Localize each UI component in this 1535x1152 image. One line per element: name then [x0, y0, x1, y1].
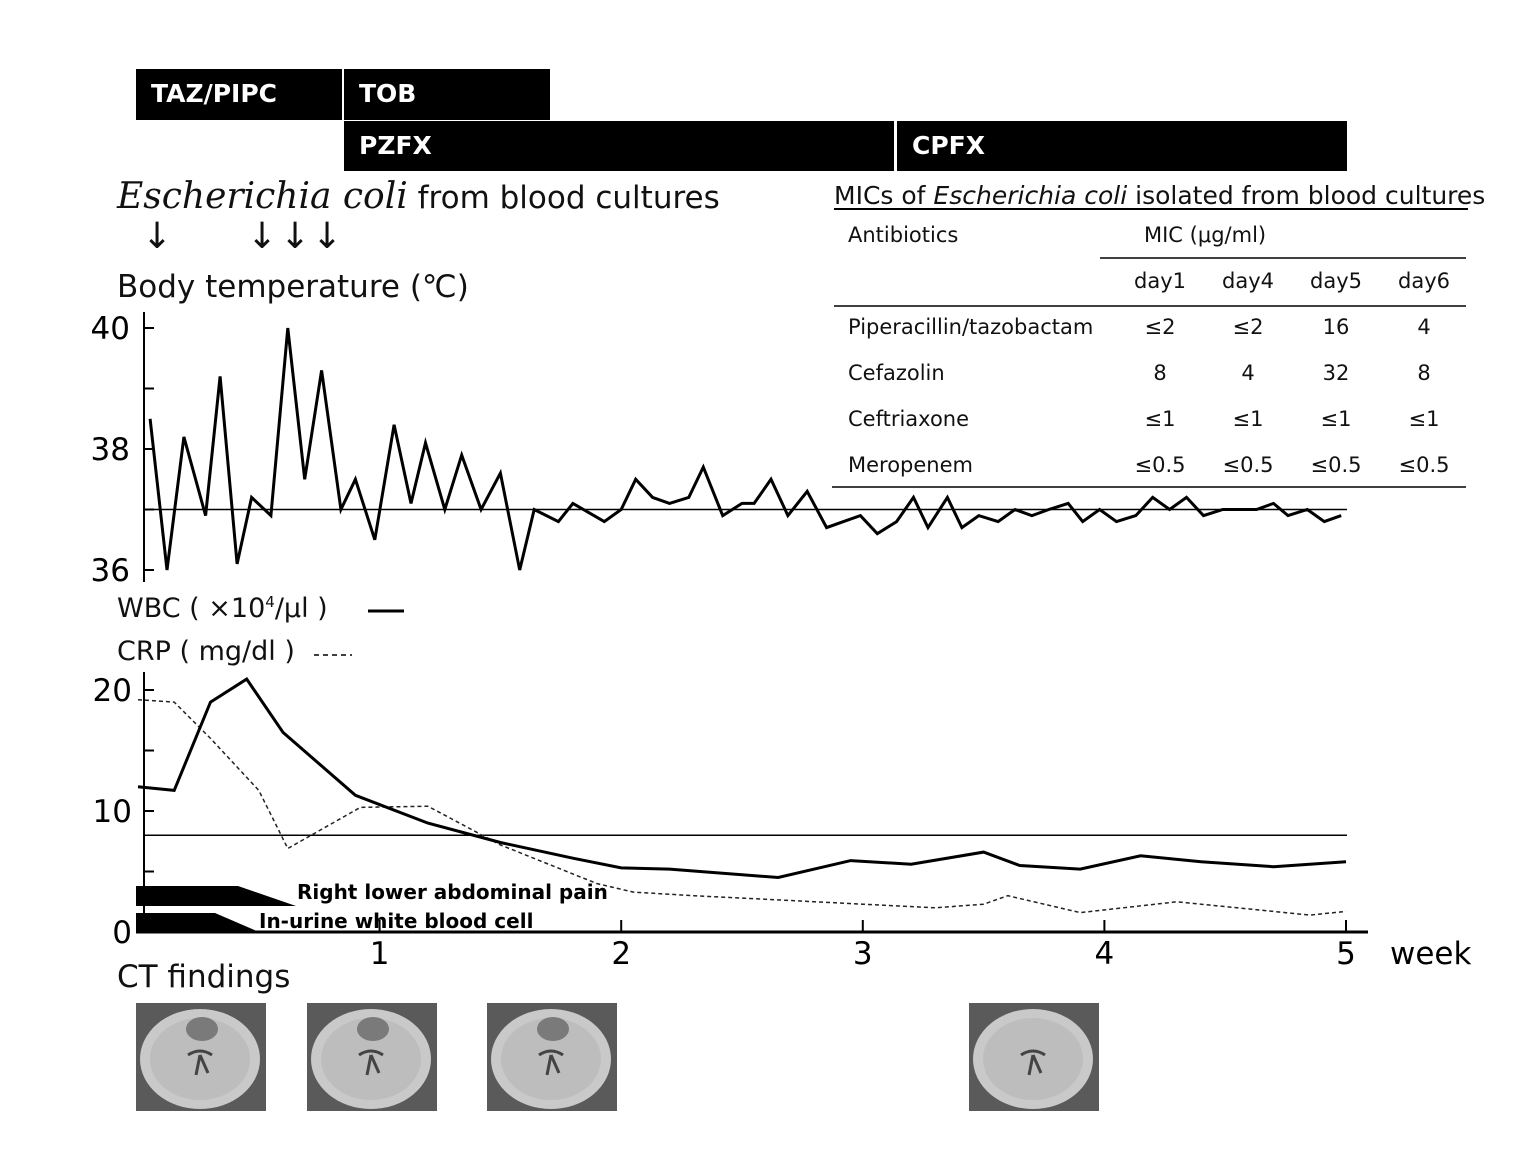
mic-table: Antibiotics MIC (μg/ml) day1 day4 day5 d… — [834, 212, 1468, 488]
culture-organism: Escherichia coli — [117, 176, 408, 217]
mic-day-header: day5 — [1310, 269, 1362, 293]
lab-y-tick-label: 0 — [112, 915, 132, 951]
mic-value: 8 — [1417, 361, 1431, 385]
table-row: Meropenem ≤0.5 ≤0.5 ≤0.5 ≤0.5 — [834, 442, 1468, 488]
mic-drug-name: Cefazolin — [848, 361, 945, 385]
mic-days-row: day1 day4 day5 day6 — [834, 258, 1468, 304]
mic-value: ≤0.5 — [1134, 453, 1186, 477]
wbc-label-sup: 4 — [265, 593, 275, 611]
ct-scan-image — [487, 1003, 617, 1111]
symptom-label-pain: Right lower abdominal pain — [297, 880, 608, 904]
therapy-bar-cpfx: CPFX — [897, 121, 1347, 171]
symptom-bar-urine — [136, 913, 259, 932]
mic-title-suffix: isolated from blood cultures — [1127, 181, 1486, 210]
culture-arrow-4: ↓ — [312, 216, 343, 257]
therapy-bar-tob: TOB — [344, 69, 550, 120]
mic-title-organism: Escherichia coli — [933, 181, 1128, 210]
mic-value: 4 — [1241, 361, 1255, 385]
mic-value: 8 — [1153, 361, 1167, 385]
wbc-legend-label: WBC ( ×104/μl ) — [117, 593, 328, 624]
culture-title: Escherichia coli from blood cultures — [117, 176, 720, 217]
mic-value: 32 — [1322, 361, 1350, 385]
x-tick-label: 5 — [1336, 936, 1356, 972]
symptom-bar-pain — [136, 886, 296, 906]
mic-header-row: Antibiotics MIC (μg/ml) — [834, 212, 1468, 258]
ct-scan-image — [969, 1003, 1099, 1111]
symptom-label-urine: In-urine white blood cell — [259, 909, 533, 933]
lab-y-tick-label: 10 — [93, 794, 132, 830]
culture-arrow-1: ↓ — [142, 216, 173, 257]
table-row: Piperacillin/tazobactam ≤2 ≤2 16 4 — [834, 304, 1468, 350]
mic-table-title: MICs of Escherichia coli isolated from b… — [834, 181, 1485, 210]
temp-y-tick-label: 36 — [91, 553, 130, 589]
crp-legend-label: CRP ( mg/dl ) — [117, 636, 295, 667]
culture-arrow-2: ↓ — [247, 216, 278, 257]
wbc-series-line — [137, 677, 1347, 880]
mic-col-antibiotics: Antibiotics — [848, 223, 959, 247]
wbc-label-prefix: WBC ( ×10 — [117, 593, 266, 624]
crp-series-line — [137, 698, 1347, 916]
x-tick-label: 2 — [611, 936, 631, 972]
mic-value: ≤0.5 — [1222, 453, 1274, 477]
culture-suffix: from blood cultures — [407, 180, 720, 216]
mic-drug-name: Piperacillin/tazobactam — [848, 315, 1094, 339]
lab-y-tick-label: 20 — [93, 673, 132, 709]
therapy-bar-taz-pipc: TAZ/PIPC — [136, 69, 342, 120]
temp-series-line — [148, 327, 1342, 571]
mic-day-header: day1 — [1134, 269, 1186, 293]
ct-scan-sketch — [969, 1003, 1099, 1111]
temp-y-tick-label: 38 — [91, 432, 130, 468]
ct-scan-image — [136, 1003, 266, 1111]
ct-findings-label: CT findings — [117, 959, 291, 995]
temp-axis-title: Body temperature (℃) — [117, 269, 469, 305]
ct-scan-sketch — [307, 1003, 437, 1111]
x-tick-label: 1 — [370, 936, 390, 972]
mic-value: ≤0.5 — [1398, 453, 1450, 477]
x-axis-title: week — [1390, 936, 1471, 972]
table-row: Cefazolin 8 4 32 8 — [834, 350, 1468, 396]
therapy-bar-pzfx: PZFX — [344, 121, 894, 171]
mic-value: ≤2 — [1232, 315, 1264, 339]
mic-day-header: day6 — [1398, 269, 1450, 293]
mic-value: 4 — [1417, 315, 1431, 339]
wbc-label-suffix: /μl ) — [274, 593, 328, 624]
mic-table-rules — [832, 208, 1468, 488]
mic-drug-name: Meropenem — [848, 453, 973, 477]
mic-drug-name: Ceftriaxone — [848, 407, 970, 431]
culture-arrow-3: ↓ — [280, 216, 311, 257]
mic-value: ≤0.5 — [1310, 453, 1362, 477]
mic-value: ≤1 — [1232, 407, 1264, 431]
ct-scan-sketch — [487, 1003, 617, 1111]
mic-col-mic: MIC (μg/ml) — [1144, 223, 1267, 247]
mic-value: 16 — [1322, 315, 1350, 339]
ct-scan-sketch — [136, 1003, 266, 1111]
mic-day-header: day4 — [1222, 269, 1274, 293]
mic-value: ≤2 — [1144, 315, 1176, 339]
x-tick-label: 3 — [853, 936, 873, 972]
mic-value: ≤1 — [1144, 407, 1176, 431]
mic-title-prefix: MICs of — [834, 181, 934, 210]
mic-value: ≤1 — [1320, 407, 1352, 431]
table-row: Ceftriaxone ≤1 ≤1 ≤1 ≤1 — [834, 396, 1468, 442]
temp-y-tick-label: 40 — [91, 311, 130, 347]
x-tick-label: 4 — [1095, 936, 1115, 972]
ct-scan-image — [307, 1003, 437, 1111]
mic-value: ≤1 — [1408, 407, 1440, 431]
